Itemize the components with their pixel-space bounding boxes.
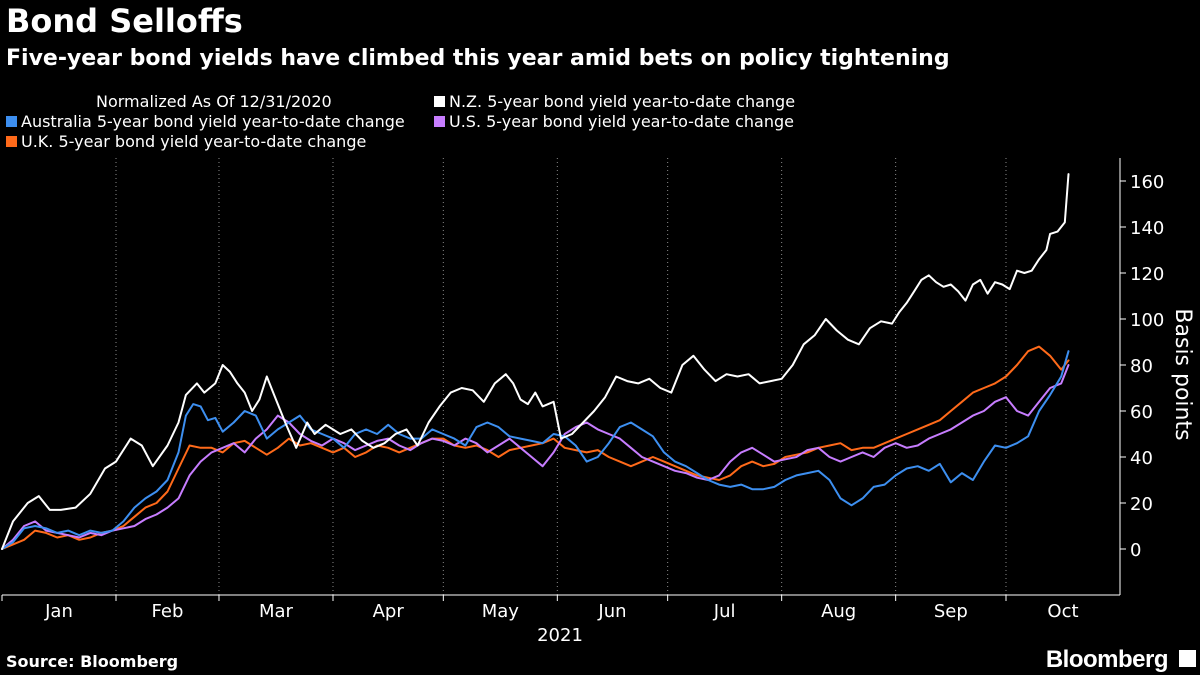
x-tick-label-jan: Jan — [44, 601, 73, 622]
y-tick-label-160: 160 — [1130, 172, 1164, 193]
x-tick-label-may: May — [482, 601, 520, 622]
x-tick-label-feb: Feb — [152, 601, 184, 622]
legend-label-uk: U.K. 5-year bond yield year-to-date chan… — [21, 132, 367, 151]
legend-item-us: U.S. 5-year bond yield year-to-date chan… — [434, 112, 794, 131]
legend-label-nz: N.Z. 5-year bond yield year-to-date chan… — [449, 92, 796, 111]
x-tick-label-aug: Aug — [821, 601, 856, 622]
y-tick-label-100: 100 — [1130, 310, 1164, 331]
legend-swatch-australia — [6, 116, 17, 127]
legend-swatch-uk — [6, 136, 17, 147]
y-tick-label-0: 0 — [1130, 540, 1141, 561]
y-tick-label-20: 20 — [1130, 494, 1153, 515]
month-gridlines — [115, 158, 1007, 595]
source-note: Source: Bloomberg — [6, 652, 179, 671]
series-line-uk — [1, 345, 1070, 550]
legend-item-australia: Australia 5-year bond yield year-to-date… — [6, 112, 405, 131]
legend-item-nz: N.Z. 5-year bond yield year-to-date chan… — [434, 92, 795, 111]
bloomberg-terminal-icon — [1179, 650, 1196, 667]
y-axis-title: Basis points — [1170, 308, 1195, 440]
y-tick-label-120: 120 — [1130, 264, 1164, 285]
series-line-nz — [1, 173, 1070, 550]
series-line-us — [1, 364, 1070, 550]
x-tick-label-jul: Jul — [713, 601, 736, 622]
legend-item-uk: U.K. 5-year bond yield year-to-date chan… — [6, 132, 366, 151]
legend-label-us: U.S. 5-year bond yield year-to-date chan… — [449, 112, 794, 131]
legend-label-australia: Australia 5-year bond yield year-to-date… — [21, 112, 405, 131]
y-axis: 0 20 40 60 80 100 120 140 160 Basis points — [1119, 158, 1195, 595]
x-axis-title: 2021 — [537, 625, 583, 646]
legend-swatch-us — [434, 116, 445, 127]
y-tick-label-60: 60 — [1130, 402, 1153, 423]
series-lines — [1, 173, 1070, 550]
legend-swatch-nz — [434, 96, 445, 107]
y-tick-label-140: 140 — [1130, 218, 1164, 239]
x-tick-label-jun: Jun — [597, 601, 626, 622]
y-tick-label-40: 40 — [1130, 448, 1153, 469]
y-tick-label-80: 80 — [1130, 356, 1153, 377]
bloomberg-logo: Bloomberg — [1045, 646, 1169, 673]
x-tick-label-apr: Apr — [373, 601, 405, 622]
x-tick-label-sep: Sep — [934, 601, 968, 622]
legend-note: Normalized As Of 12/31/2020 — [96, 92, 332, 111]
series-line-australia — [1, 350, 1070, 550]
x-tick-label-oct: Oct — [1047, 601, 1078, 622]
chart-title: Bond Selloffs — [6, 2, 243, 40]
chart-subtitle: Five-year bond yields have climbed this … — [6, 46, 950, 71]
x-axis: Jan Feb Mar Apr May Jun Jul Aug Sep Oct 2021 — [1, 594, 1120, 646]
x-tick-label-mar: Mar — [259, 601, 294, 622]
